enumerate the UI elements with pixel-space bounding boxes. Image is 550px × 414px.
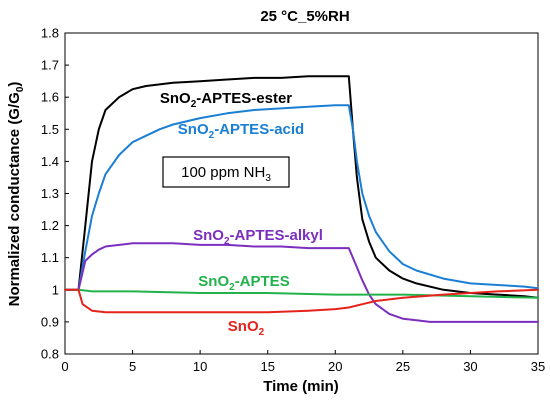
y-tick-label: 1.7	[41, 58, 59, 73]
series-label-rest: -APTES-alkyl	[230, 227, 323, 244]
y-axis-title-main: Normalized conductance (G/G	[6, 92, 23, 306]
y-tick-label: 1.3	[41, 186, 59, 201]
y-tick-label: 0.9	[41, 314, 59, 329]
chart-title: 25 °C_5%RH	[260, 8, 349, 25]
series-label-subscript: 2	[229, 282, 235, 293]
y-tick-label: 1.5	[41, 122, 59, 137]
series-line-1	[64, 104, 539, 291]
series-label-2: SnO2-APTES-alkyl	[193, 227, 323, 247]
series-label-main: SnO	[228, 318, 259, 335]
series-label-main: SnO	[178, 121, 209, 138]
series-label-subscript: 2	[224, 236, 230, 247]
series-label-rest: -APTES	[235, 273, 290, 290]
series-label-0: SnO2-APTES-ester	[160, 90, 292, 110]
series-line-2	[64, 242, 539, 323]
x-tick-label: 5	[129, 359, 136, 374]
y-axis: 0.8 0.9 1 1.1 1.2 1.3 1.4 1.5 1.6 1.7 1.8	[41, 26, 69, 362]
series-lines	[64, 75, 539, 323]
series-line-4	[64, 288, 539, 314]
concentration-main: 100 ppm NH	[181, 164, 265, 181]
y-tick-label: 1.8	[41, 26, 59, 41]
x-axis-title: Time (min)	[263, 378, 339, 395]
concentration-label: 100 ppm NH3	[181, 164, 271, 184]
plot-area	[64, 32, 539, 355]
series-label-rest: -APTES-ester	[196, 90, 292, 107]
series-label-main: SnO	[193, 227, 224, 244]
y-axis-title-close: )	[6, 82, 23, 87]
series-label-main: SnO	[198, 273, 229, 290]
x-tick-label: 20	[328, 359, 342, 374]
y-tick-label: 1.6	[41, 90, 59, 105]
series-label-4: SnO2	[228, 318, 265, 338]
x-tick-label: 0	[61, 359, 68, 374]
series-label-main: SnO	[160, 90, 191, 107]
x-axis: 0 5 10 15 20 25 30 35	[61, 350, 545, 374]
concentration-box	[162, 156, 290, 188]
y-tick-label: 1.1	[41, 250, 59, 265]
series-labels: SnO2-APTES-esterSnO2-APTES-acidSnO2-APTE…	[160, 90, 323, 338]
y-axis-title-subscript: 0	[15, 86, 26, 92]
concentration-subscript: 3	[265, 173, 271, 184]
y-tick-label: 1.2	[41, 218, 59, 233]
series-label-1: SnO2-APTES-acid	[178, 121, 304, 141]
series-label-rest: -APTES-acid	[214, 121, 304, 138]
series-label-subscript: 2	[259, 327, 265, 338]
series-label-subscript: 2	[209, 130, 215, 141]
x-tick-label: 15	[260, 359, 274, 374]
series-label-3: SnO2-APTES	[198, 273, 289, 293]
y-tick-label: 1	[52, 282, 59, 297]
x-tick-label: 10	[193, 359, 207, 374]
series-line-0	[64, 75, 539, 299]
y-tick-label: 0.8	[41, 347, 59, 362]
x-tick-label: 35	[531, 359, 545, 374]
y-axis-title: Normalized conductance (G/G0)	[6, 82, 26, 307]
x-tick-label: 30	[463, 359, 477, 374]
x-tick-label: 25	[396, 359, 410, 374]
series-label-subscript: 2	[191, 99, 197, 110]
y-tick-label: 1.4	[41, 154, 59, 169]
